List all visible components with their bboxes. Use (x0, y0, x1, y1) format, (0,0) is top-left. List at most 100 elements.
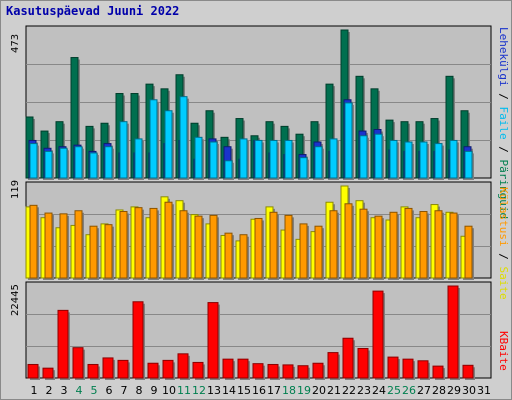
bar-files (299, 157, 308, 179)
day-label: 18 (282, 384, 296, 397)
bar-visits (119, 211, 128, 279)
day-label: 31 (477, 384, 491, 397)
bar-visits (59, 213, 68, 279)
bar-visits (329, 210, 338, 279)
day-label: 26 (402, 384, 416, 397)
bar-files (59, 147, 68, 179)
legend-sep: / (497, 246, 510, 267)
bar-kbytes (432, 365, 444, 379)
bar-files (359, 135, 368, 179)
bar-kbytes (252, 363, 264, 379)
bar-visits (434, 210, 443, 279)
day-label: 23 (357, 384, 371, 397)
legend-sites: Saite (497, 266, 510, 300)
bar-visits (344, 203, 353, 279)
day-label: 6 (106, 384, 113, 397)
bar-kbytes (72, 347, 84, 379)
bar-files (239, 138, 248, 179)
bar-kbytes (117, 359, 129, 379)
top-ymax-label: 473 (10, 33, 21, 53)
day-label: 12 (192, 384, 206, 397)
bar-kbytes (87, 363, 99, 379)
bar-visits (149, 207, 158, 279)
bar-files (284, 139, 293, 179)
bar-visits (164, 201, 173, 279)
day-label: 11 (177, 384, 191, 397)
bar-files (269, 139, 278, 179)
bar-files (44, 150, 53, 179)
bar-kbytes (192, 361, 204, 379)
middle-ymax-label: 119 (10, 179, 21, 199)
day-label: 28 (432, 384, 446, 397)
day-label: 14 (222, 384, 236, 397)
bar-visits (89, 225, 98, 279)
bar-files (164, 110, 173, 179)
bar-visits (44, 212, 53, 279)
day-label: 9 (151, 384, 158, 397)
day-label: 30 (462, 384, 476, 397)
bar-visits (389, 211, 398, 279)
bar-kbytes (357, 347, 369, 379)
bar-visits (314, 225, 323, 279)
bar-kbytes (207, 302, 219, 379)
bar-kbytes (57, 309, 69, 379)
bar-files (149, 99, 158, 179)
bar-files (254, 139, 263, 179)
bar-kbytes (447, 285, 459, 379)
bar-files (344, 102, 353, 179)
bar-visits (284, 214, 293, 279)
bar-kbytes (462, 364, 474, 379)
day-label: 3 (61, 384, 68, 397)
bar-kbytes (402, 358, 414, 379)
day-label: 7 (121, 384, 128, 397)
bar-kbytes (162, 359, 174, 379)
bar-files (134, 138, 143, 179)
legend-kbytes: KBaite (497, 331, 510, 371)
bar-files (104, 146, 113, 179)
day-label: 25 (387, 384, 401, 397)
bar-kbytes (282, 364, 294, 379)
bar-visits (419, 211, 428, 279)
bar-files (29, 143, 38, 179)
bar-files (89, 152, 98, 179)
chart-title: Kasutuspäevad Juuni 2022 (6, 4, 180, 18)
bar-visits (74, 210, 83, 279)
legend-sep: / (497, 86, 510, 107)
bar-visits (179, 210, 188, 279)
bar-visits (269, 211, 278, 279)
day-label: 10 (162, 384, 176, 397)
bar-files (449, 139, 458, 179)
bar-visits (374, 215, 383, 279)
bar-kbytes (327, 352, 339, 379)
day-label: 13 (207, 384, 221, 397)
bar-visits (464, 225, 473, 279)
bar-visits (29, 204, 38, 279)
day-label: 20 (312, 384, 326, 397)
bar-kbytes (27, 363, 39, 379)
bar-files (434, 143, 443, 179)
bar-visits (359, 208, 368, 279)
bottom-ymax-label: 22445 (10, 284, 21, 316)
bar-visits (449, 212, 458, 279)
day-label: 15 (237, 384, 251, 397)
bar-kbytes (222, 358, 234, 379)
day-label: 5 (91, 384, 98, 397)
day-label: 1 (31, 384, 38, 397)
bar-kbytes (102, 357, 114, 379)
bar-kbytes (417, 360, 429, 379)
legend-pages: Lehekülgi (497, 27, 510, 87)
bar-files (209, 141, 218, 179)
bar-files (464, 150, 473, 179)
bar-files (179, 96, 188, 179)
bar-visits (299, 223, 308, 279)
bar-kbytes (237, 358, 249, 379)
bar-files (389, 139, 398, 179)
bar-files (374, 133, 383, 179)
bar-visits (104, 224, 113, 279)
day-label: 29 (447, 384, 461, 397)
bar-files (74, 146, 83, 179)
bar-kbytes (267, 363, 279, 379)
bar-visits (134, 207, 143, 279)
